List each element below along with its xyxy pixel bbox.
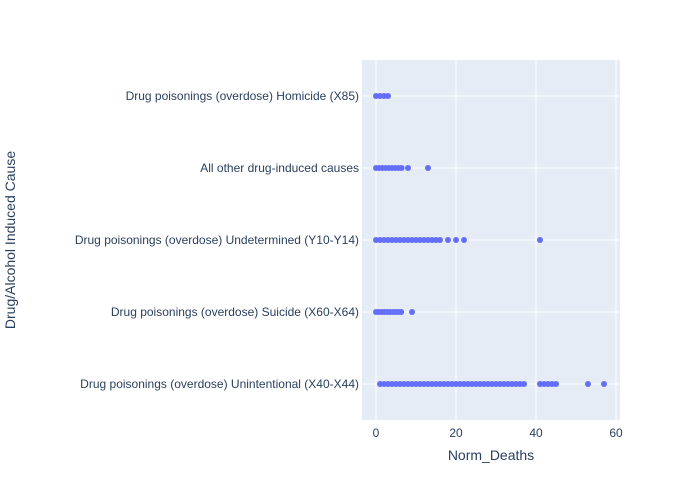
data-points: [373, 93, 607, 387]
data-point: [585, 381, 591, 387]
x-tick-label: 0: [373, 426, 380, 440]
data-point: [461, 237, 467, 243]
y-tick-label: All other drug-induced causes: [200, 161, 359, 175]
x-tick-label: 60: [609, 426, 623, 440]
data-point: [601, 381, 607, 387]
data-point: [398, 309, 405, 315]
data-point: [453, 237, 459, 243]
x-axis-ticks: 0 20 40 60: [373, 426, 623, 440]
data-point: [409, 309, 415, 315]
x-axis-title: Norm_Deaths: [448, 447, 534, 463]
data-point: [537, 237, 543, 243]
x-tick-label: 40: [529, 426, 543, 440]
y-tick-label: Drug poisonings (overdose) Homicide (X85…: [126, 89, 359, 103]
data-point: [437, 237, 443, 243]
y-axis-title: Drug/Alcohol Induced Cause: [2, 151, 18, 329]
y-tick-label: Drug poisonings (overdose) Suicide (X60-…: [111, 305, 359, 319]
data-point: [405, 165, 411, 171]
data-point: [553, 381, 559, 387]
data-point: [425, 165, 431, 171]
y-tick-label: Drug poisonings (overdose) Undetermined …: [75, 233, 359, 247]
data-point: [385, 93, 391, 99]
data-point: [398, 165, 405, 171]
x-tick-label: 20: [449, 426, 463, 440]
y-axis-ticks: Drug poisonings (overdose) Unintentional…: [75, 89, 359, 391]
data-point: [521, 381, 527, 387]
y-tick-label: Drug poisonings (overdose) Unintentional…: [80, 377, 359, 391]
data-point: [445, 237, 451, 243]
